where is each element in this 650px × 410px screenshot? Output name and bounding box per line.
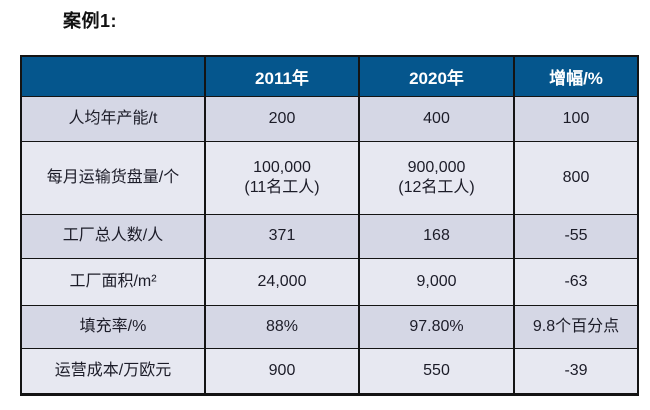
table-row: 工厂面积/m² 24,000 9,000 -63 <box>20 257 639 306</box>
cell-2011: 88% <box>204 304 360 349</box>
table-row: 工厂总人数/人 371 168 -55 <box>20 213 639 259</box>
table-row: 运营成本/万欧元 900 550 -39 <box>20 347 639 395</box>
cell-delta: -39 <box>513 347 639 395</box>
cell-2011: 200 <box>204 95 360 142</box>
row-label: 每月运输货盘量/个 <box>20 140 206 215</box>
table-row: 每月运输货盘量/个 100,000 (11名工人) 900,000 (12名工人… <box>20 140 639 215</box>
comparison-table: 2011年 2020年 增幅/% 人均年产能/t 200 400 100 每月运… <box>20 55 639 396</box>
cell-2011: 24,000 <box>204 257 360 306</box>
cell-2011: 371 <box>204 213 360 259</box>
header-col-2011: 2011年 <box>204 55 360 97</box>
cell-delta: -63 <box>513 257 639 306</box>
row-label: 工厂面积/m² <box>20 257 206 306</box>
cell-2011: 100,000 (11名工人) <box>204 140 360 215</box>
cell-2011: 900 <box>204 347 360 395</box>
cell-2020: 168 <box>358 213 515 259</box>
cell-delta: -55 <box>513 213 639 259</box>
header-col-2020: 2020年 <box>358 55 515 97</box>
header-col-delta: 增幅/% <box>513 55 639 97</box>
row-label: 运营成本/万欧元 <box>20 347 206 395</box>
case-title: 案例1: <box>63 11 118 31</box>
cell-2020: 97.80% <box>358 304 515 349</box>
cell-2020: 550 <box>358 347 515 395</box>
cell-delta: 100 <box>513 95 639 142</box>
header-col-label <box>20 55 206 97</box>
row-label: 工厂总人数/人 <box>20 213 206 259</box>
cell-2020: 9,000 <box>358 257 515 306</box>
table-row: 填充率/% 88% 97.80% 9.8个百分点 <box>20 304 639 349</box>
cell-2020: 900,000 (12名工人) <box>358 140 515 215</box>
cell-2020: 400 <box>358 95 515 142</box>
header-row: 2011年 2020年 增幅/% <box>20 55 639 97</box>
cell-delta: 9.8个百分点 <box>513 304 639 349</box>
row-label: 填充率/% <box>20 304 206 349</box>
row-label: 人均年产能/t <box>20 95 206 142</box>
cell-delta: 800 <box>513 140 639 215</box>
table-row: 人均年产能/t 200 400 100 <box>20 95 639 142</box>
